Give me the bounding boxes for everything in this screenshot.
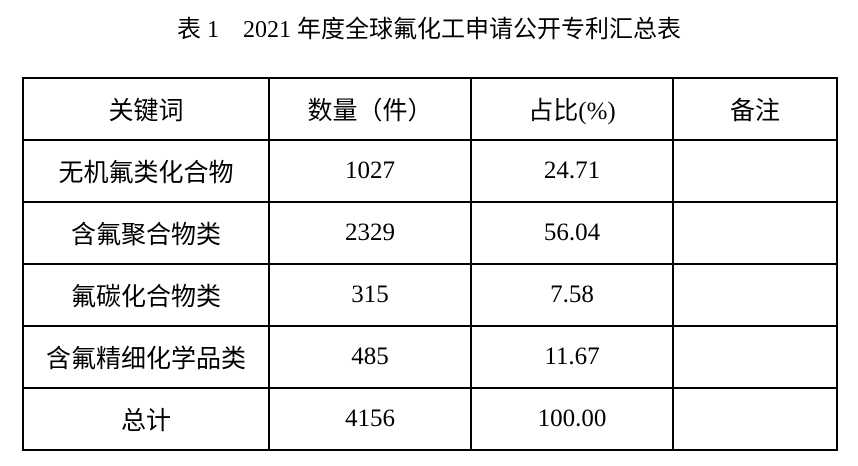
table-cell: 2329	[268, 201, 472, 265]
header-cell: 备注	[672, 77, 838, 141]
table-row: 无机氟类化合物 1027 24.71	[22, 139, 838, 203]
table-body: 关键词 数量（件） 占比(%) 备注 无机氟类化合物 1027 24.71 含氟聚合物类 232…	[22, 77, 838, 451]
empty-cell	[672, 387, 838, 451]
table-cell: 无机氟类化合物	[22, 139, 270, 203]
table-cell: 24.71	[470, 139, 674, 203]
table-cell: 56.04	[470, 201, 674, 265]
empty-cell	[672, 325, 838, 389]
table-title: 表 1 2021 年度全球氟化工申请公开专利汇总表	[177, 17, 681, 43]
table-cell: 总计	[22, 387, 270, 451]
table-cell: 7.58	[470, 263, 674, 327]
empty-cell	[672, 263, 838, 327]
table-cell: 1027	[268, 139, 472, 203]
table-row: 总计 4156 100.00	[22, 387, 838, 451]
header-cell: 数量（件）	[268, 77, 472, 141]
table-cell: 100.00	[470, 387, 674, 451]
empty-cell	[672, 139, 838, 203]
table-cell: 315	[268, 263, 472, 327]
table-cell: 485	[268, 325, 472, 389]
table-row: 氟碳化合物类 315 7.58	[22, 263, 838, 327]
header-cell: 占比(%)	[470, 77, 674, 141]
table-cell: 含氟聚合物类	[22, 201, 270, 265]
empty-cell	[672, 201, 838, 265]
table-cell: 11.67	[470, 325, 674, 389]
table-row: 含氟聚合物类 2329 56.04	[22, 201, 838, 265]
table: 关键词 数量（件） 占比(%) 备注 无机氟类化合物 1027 24.71 含氟聚合物类 232…	[22, 77, 838, 451]
table-cell: 4156	[268, 387, 472, 451]
header-row: 关键词 数量（件） 占比(%) 备注	[22, 77, 838, 141]
table-row: 含氟精细化学品类 485 11.67	[22, 325, 838, 389]
header-cell: 关键词	[22, 77, 270, 141]
table-cell: 氟碳化合物类	[22, 263, 270, 327]
table-cell: 含氟精细化学品类	[22, 325, 270, 389]
